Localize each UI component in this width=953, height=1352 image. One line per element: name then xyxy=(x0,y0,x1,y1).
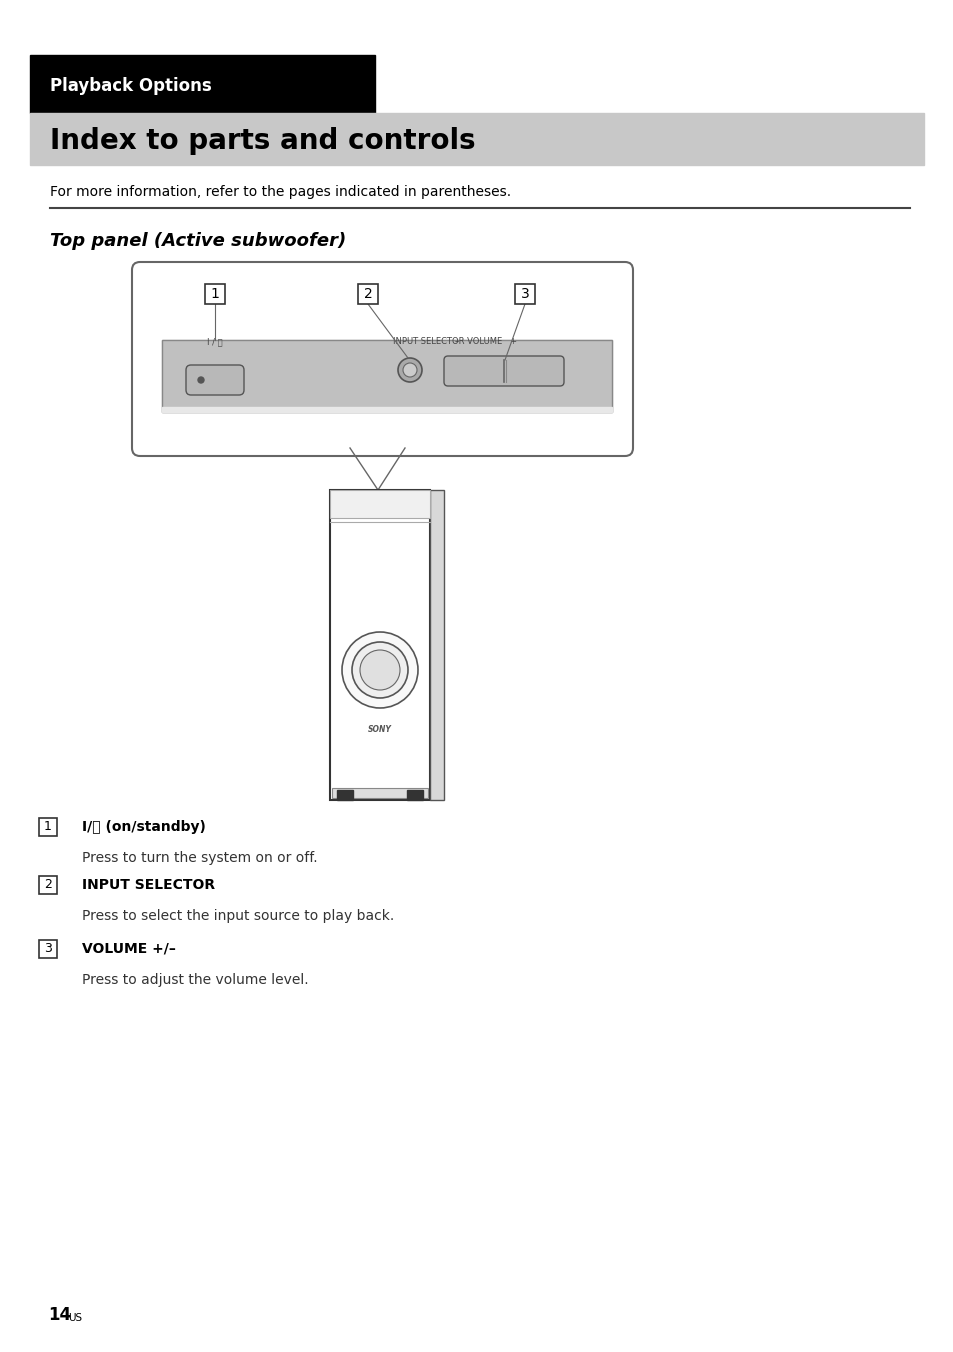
FancyBboxPatch shape xyxy=(186,365,244,395)
Bar xyxy=(332,788,428,798)
Bar xyxy=(330,489,430,518)
FancyBboxPatch shape xyxy=(443,356,563,387)
Text: Press to select the input source to play back.: Press to select the input source to play… xyxy=(82,909,394,923)
Text: Press to adjust the volume level.: Press to adjust the volume level. xyxy=(82,973,309,987)
Bar xyxy=(430,489,443,800)
Circle shape xyxy=(341,631,417,708)
Bar xyxy=(162,339,612,412)
Text: I / ⏻: I / ⏻ xyxy=(207,337,223,346)
Text: For more information, refer to the pages indicated in parentheses.: For more information, refer to the pages… xyxy=(50,185,511,199)
Text: Top panel (Active subwoofer): Top panel (Active subwoofer) xyxy=(50,233,346,250)
Text: Playback Options: Playback Options xyxy=(50,77,212,95)
Text: 3: 3 xyxy=(44,942,51,956)
Circle shape xyxy=(402,362,416,377)
Bar xyxy=(30,114,923,165)
Bar xyxy=(39,940,57,959)
FancyBboxPatch shape xyxy=(132,262,633,456)
Bar xyxy=(162,339,612,412)
Bar xyxy=(205,284,225,304)
Text: 3: 3 xyxy=(520,287,529,301)
Text: 1: 1 xyxy=(44,821,51,833)
Text: INPUT SELECTOR: INPUT SELECTOR xyxy=(82,877,214,892)
Text: INPUT SELECTOR: INPUT SELECTOR xyxy=(393,337,464,346)
Text: Press to turn the system on or off.: Press to turn the system on or off. xyxy=(82,850,317,865)
Circle shape xyxy=(359,650,399,690)
Text: US: US xyxy=(68,1313,82,1324)
Text: VOLUME +/–: VOLUME +/– xyxy=(82,942,175,956)
Bar xyxy=(407,790,422,800)
Text: Index to parts and controls: Index to parts and controls xyxy=(50,127,476,155)
Text: 1: 1 xyxy=(211,287,219,301)
Bar xyxy=(39,876,57,894)
Bar xyxy=(357,284,377,304)
Bar xyxy=(30,55,375,114)
Circle shape xyxy=(352,642,408,698)
Bar xyxy=(515,284,535,304)
Text: I/⏻ (on/standby): I/⏻ (on/standby) xyxy=(82,821,206,834)
Bar xyxy=(330,489,430,800)
Bar xyxy=(39,818,57,836)
Text: 2: 2 xyxy=(44,879,51,891)
Circle shape xyxy=(397,358,421,383)
Text: 2: 2 xyxy=(363,287,372,301)
Text: –   VOLUME   +: – VOLUME + xyxy=(455,337,517,346)
Text: 14: 14 xyxy=(48,1306,71,1324)
Text: SONY: SONY xyxy=(368,726,392,734)
Bar xyxy=(162,407,612,412)
Circle shape xyxy=(198,377,204,383)
Bar xyxy=(336,790,353,800)
